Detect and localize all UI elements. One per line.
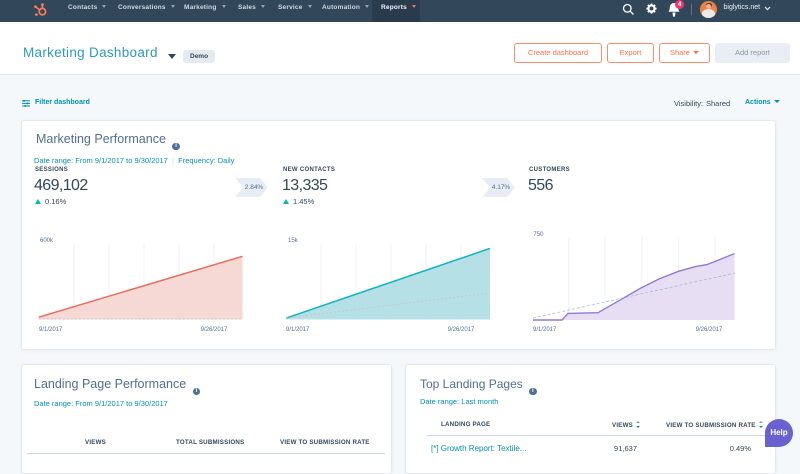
svg-text:750: 750 — [533, 232, 544, 238]
svg-text:600k: 600k — [40, 238, 54, 244]
svg-text:9/26/2017: 9/26/2017 — [448, 327, 475, 333]
svg-text:9/1/2017: 9/1/2017 — [39, 327, 63, 333]
svg-text:9/1/2017: 9/1/2017 — [533, 327, 557, 333]
svg-text:9/26/2017: 9/26/2017 — [201, 327, 228, 333]
svg-text:15k: 15k — [288, 238, 299, 244]
svg-text:9/26/2017: 9/26/2017 — [696, 327, 723, 333]
svg-text:9/1/2017: 9/1/2017 — [286, 327, 310, 333]
